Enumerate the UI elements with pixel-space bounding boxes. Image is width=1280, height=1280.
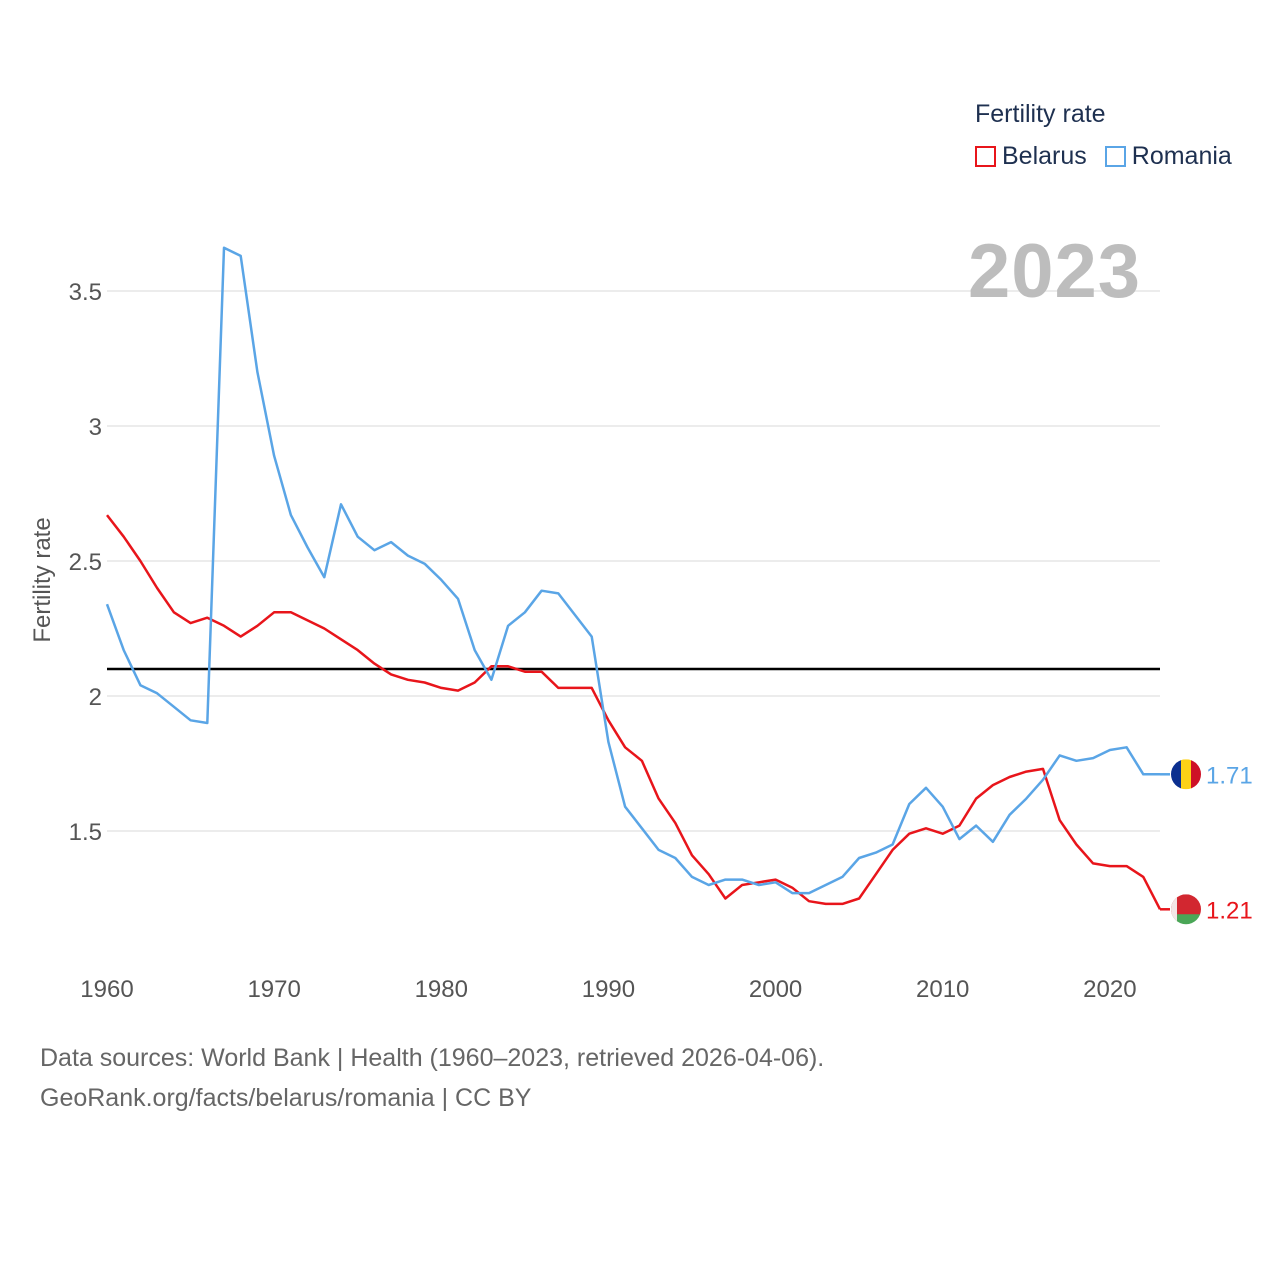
footer-source: Data sources: World Bank | Health (1960–… <box>40 1044 825 1072</box>
y-axis-label: Fertility rate <box>29 517 56 642</box>
x-tick-label: 2000 <box>749 976 802 1003</box>
legend-label-belarus: Belarus <box>1002 142 1087 170</box>
footer-link[interactable]: GeoRank.org/facts/belarus/romania | CC B… <box>40 1084 532 1112</box>
x-tick-label: 2020 <box>1083 976 1136 1003</box>
x-tick-label: 2010 <box>916 976 969 1003</box>
y-tick-label: 2 <box>89 684 102 711</box>
legend-item-belarus[interactable]: Belarus <box>975 142 1087 171</box>
end-label-belarus: 1.21 <box>1206 897 1253 924</box>
end-label-romania: 1.71 <box>1206 762 1253 789</box>
series-line-belarus <box>106 514 1162 910</box>
romania-flag-icon <box>1171 759 1201 790</box>
legend-item-romania[interactable]: Romania <box>1104 142 1232 171</box>
x-tick-label: 1960 <box>80 976 133 1003</box>
legend-swatch-romania <box>1104 146 1126 167</box>
x-tick-label: 1980 <box>415 976 468 1003</box>
legend-title: Fertility rate <box>975 100 1106 128</box>
legend-label-romania: Romania <box>1131 142 1232 170</box>
y-tick-label: 3 <box>89 414 102 441</box>
belarus-flag-icon <box>1171 894 1201 925</box>
y-tick-label: 3.5 <box>69 279 102 306</box>
legend: Belarus Romania <box>975 142 1250 171</box>
x-tick-label: 1990 <box>582 976 635 1003</box>
y-tick-label: 1.5 <box>69 819 102 846</box>
year-badge: 2023 <box>968 229 1142 314</box>
x-tick-label: 1970 <box>247 976 300 1003</box>
y-tick-label: 2.5 <box>69 549 102 576</box>
series-line-romania <box>105 246 1160 895</box>
legend-swatch-belarus <box>975 146 996 167</box>
